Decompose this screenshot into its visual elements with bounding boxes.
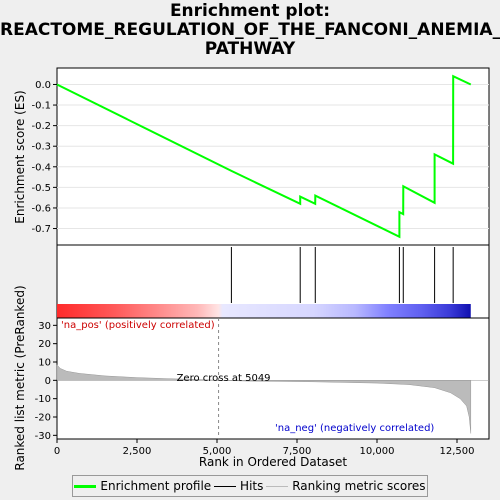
es-y-ticks: 0.0 -0.1 -0.2 -0.3 -0.4 -0.5 -0.6 -0.7 — [31, 80, 57, 235]
legend-metric-label: Ranking metric scores — [292, 479, 426, 493]
es-tick-label: -0.2 — [31, 121, 51, 132]
es-tick-label: -0.4 — [31, 162, 51, 173]
x-tick-label: 5,000 — [203, 446, 232, 457]
es-tick-label: -0.1 — [31, 101, 51, 112]
rank-y-ticks: 30 20 10 0 -10 -20 -30 — [35, 321, 57, 442]
legend-hits-label: Hits — [240, 479, 264, 493]
legend-item-metric: Ranking metric scores — [266, 479, 426, 493]
legend: Enrichment profile Hits Ranking metric s… — [72, 475, 428, 497]
chart-title: Enrichment plot: REACTOME_REGULATION_OF_… — [0, 2, 500, 59]
legend-hits-swatch — [214, 485, 237, 487]
legend-profile-label: Enrichment profile — [100, 479, 212, 493]
es-gridlines — [57, 83, 489, 230]
rank-tick-label: -20 — [35, 413, 51, 424]
legend-metric-swatch — [266, 485, 289, 487]
es-tick-label: -0.6 — [31, 203, 51, 214]
na-neg-label: 'na_neg' (negatively correlated) — [275, 423, 434, 434]
chart-title-line-2: REACTOME_REGULATION_OF_THE_FANCONI_ANEMI… — [0, 20, 500, 40]
rank-tick-label: -30 — [35, 431, 51, 442]
legend-item-hits: Hits — [214, 479, 263, 493]
chart-title-line-1: Enrichment plot: — [169, 1, 331, 21]
rank-tick-label: 0 — [45, 376, 51, 387]
ranking-metric-area — [56, 364, 472, 434]
es-tick-label: -0.5 — [31, 183, 51, 194]
chart-title-line-3: PATHWAY — [204, 39, 296, 59]
hit-markers — [230, 247, 454, 303]
x-tick-label: 0 — [54, 446, 60, 457]
x-tick-label: 12,500 — [440, 446, 475, 457]
es-tick-label: -0.7 — [31, 224, 51, 235]
x-axis-label: Rank in Ordered Dataset — [199, 455, 347, 469]
enrichment-chart: 0.0-0.1-0.2-0.3-0.4-0.5-0.6-0.7 3020100-… — [13, 67, 490, 471]
zero-cross-label: Zero cross at 5049 — [177, 373, 271, 384]
na-pos-label: 'na_pos' (positively correlated) — [61, 320, 215, 331]
enrichment-profile-line — [56, 74, 472, 239]
legend-profile-swatch — [74, 484, 97, 488]
es-y-axis-label: Enrichment score (ES) — [13, 90, 27, 223]
es-panel — [56, 67, 490, 246]
x-tick-label: 2,500 — [123, 446, 152, 457]
es-tick-label: -0.3 — [31, 142, 51, 153]
rank-tick-label: -10 — [35, 394, 51, 405]
x-tick-label: 10,000 — [360, 446, 395, 457]
legend-item-profile: Enrichment profile — [74, 479, 211, 493]
rank-tick-label: 30 — [38, 321, 51, 332]
es-tick-label: 0.0 — [35, 80, 51, 91]
x-axis-ticks: 0 2,500 5,000 7,500 10,000 12,500 — [54, 439, 475, 457]
x-tick-label: 7,500 — [283, 446, 312, 457]
rank-y-axis-label: Ranked list metric (PreRanked) — [13, 285, 27, 470]
rank-tick-label: 20 — [38, 339, 51, 350]
ranking-heatmap-bar — [57, 304, 471, 318]
rank-tick-label: 10 — [38, 358, 51, 369]
